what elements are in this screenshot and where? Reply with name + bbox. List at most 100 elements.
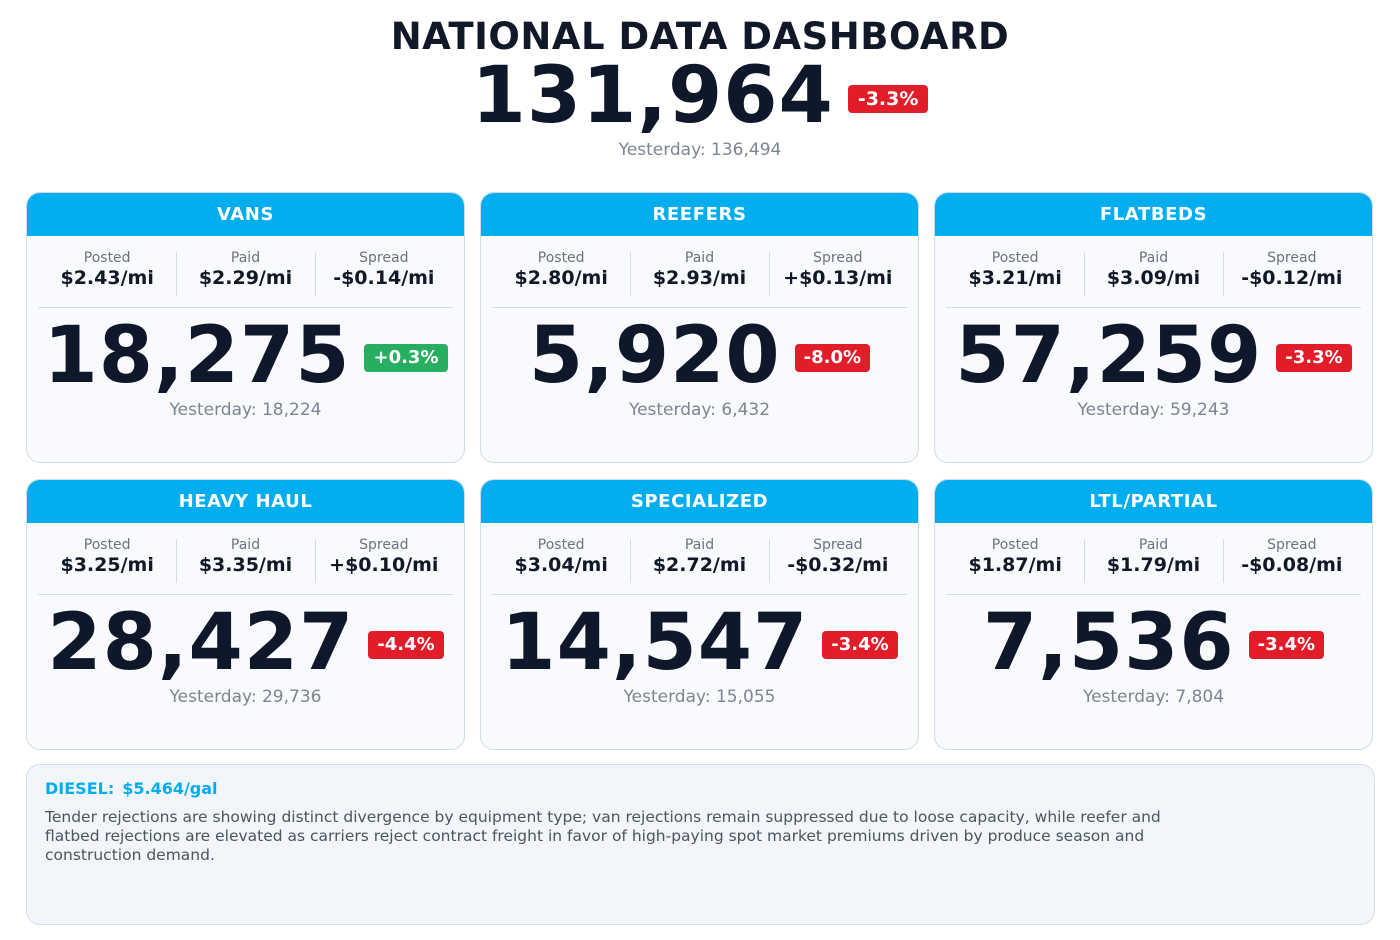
- change-badge: -4.4%: [368, 631, 444, 659]
- posted-label: Posted: [83, 537, 131, 553]
- paid-rate: Paid $2.29/mi: [176, 250, 314, 307]
- paid-value: $1.79/mi: [1106, 554, 1201, 576]
- yesterday-value: Yesterday: 29,736: [169, 687, 322, 707]
- equipment-card-vans: VANS Posted $2.43/mi Paid $2.29/mi Sprea…: [26, 192, 465, 463]
- posted-rate: Posted $2.80/mi: [492, 250, 630, 307]
- change-badge: -3.4%: [822, 631, 898, 659]
- posted-label: Posted: [537, 537, 585, 553]
- load-count-value: 28,427: [47, 598, 355, 688]
- card-title: VANS: [27, 193, 464, 236]
- posted-value: $2.43/mi: [60, 267, 154, 289]
- posted-rate: Posted $3.04/mi: [492, 537, 630, 594]
- card-title: FLATBEDS: [935, 193, 1372, 236]
- yesterday-value: Yesterday: 6,432: [628, 400, 771, 420]
- spread-value: -$0.12/mi: [1241, 267, 1343, 289]
- paid-value: $2.29/mi: [198, 267, 293, 289]
- posted-rate: Posted $2.43/mi: [38, 250, 176, 307]
- spread-label: Spread: [813, 250, 863, 266]
- paid-value: $3.09/mi: [1106, 267, 1201, 289]
- spread-value: +$0.10/mi: [329, 554, 439, 576]
- change-badge: +0.3%: [364, 344, 448, 372]
- equipment-card-reefers: REEFERS Posted $2.80/mi Paid $2.93/mi Sp…: [480, 192, 919, 463]
- spread-value: -$0.14/mi: [333, 267, 435, 289]
- rate-row: Posted $1.87/mi Paid $1.79/mi Spread -$0…: [946, 537, 1361, 595]
- spread-value: -$0.32/mi: [787, 554, 889, 576]
- rate-row: Posted $3.25/mi Paid $3.35/mi Spread +$0…: [38, 537, 453, 595]
- posted-value: $3.21/mi: [968, 267, 1062, 289]
- paid-label: Paid: [684, 250, 715, 266]
- spread-value: -$0.08/mi: [1241, 554, 1343, 576]
- paid-rate: Paid $2.93/mi: [630, 250, 768, 307]
- paid-label: Paid: [1138, 537, 1169, 553]
- paid-value: $2.93/mi: [652, 267, 747, 289]
- posted-value: $3.04/mi: [514, 554, 608, 576]
- total-change-badge: -3.3%: [847, 85, 929, 113]
- diesel-value: $5.464/gal: [122, 779, 218, 798]
- paid-label: Paid: [230, 537, 261, 553]
- paid-value: $3.35/mi: [198, 554, 293, 576]
- posted-value: $1.87/mi: [968, 554, 1062, 576]
- equipment-card-flatbeds: FLATBEDS Posted $3.21/mi Paid $3.09/mi S…: [934, 192, 1373, 463]
- change-badge: -3.4%: [1248, 631, 1325, 659]
- load-count-value: 7,536: [982, 598, 1235, 688]
- load-count-value: 57,259: [955, 311, 1263, 401]
- load-count-row: 5,920 -8.0%: [481, 308, 918, 404]
- paid-label: Paid: [1138, 250, 1169, 266]
- spread-rate: Spread -$0.12/mi: [1222, 250, 1361, 307]
- paid-value: $2.72/mi: [652, 554, 747, 576]
- card-title: REEFERS: [481, 193, 918, 236]
- page-title: NATIONAL DATA DASHBOARD: [390, 15, 1010, 58]
- rate-row: Posted $2.43/mi Paid $2.29/mi Spread -$0…: [38, 250, 453, 308]
- spread-value: +$0.13/mi: [783, 267, 893, 289]
- change-badge: -3.3%: [1276, 344, 1352, 372]
- load-count-row: 7,536 -3.4%: [935, 595, 1372, 691]
- posted-label: Posted: [537, 250, 585, 266]
- yesterday-value: Yesterday: 15,055: [623, 687, 776, 707]
- card-title: SPECIALIZED: [481, 480, 918, 523]
- card-title: LTL/PARTIAL: [935, 480, 1372, 523]
- market-notes-panel: DIESEL: $5.464/gal Tender rejections are …: [26, 764, 1375, 925]
- paid-label: Paid: [230, 250, 261, 266]
- diesel-label: DIESEL:: [45, 779, 115, 798]
- card-title: HEAVY HAUL: [27, 480, 464, 523]
- dashboard-header: NATIONAL DATA DASHBOARD 131,964 -3.3% Ye…: [0, 14, 1400, 160]
- posted-rate: Posted $1.87/mi: [946, 537, 1084, 594]
- posted-rate: Posted $3.21/mi: [946, 250, 1084, 307]
- yesterday-value: Yesterday: 18,224: [169, 400, 322, 420]
- spread-rate: Spread +$0.13/mi: [768, 250, 907, 307]
- rate-row: Posted $3.21/mi Paid $3.09/mi Spread -$0…: [946, 250, 1361, 308]
- load-count-value: 5,920: [528, 311, 781, 401]
- posted-value: $3.25/mi: [60, 554, 154, 576]
- change-badge: -8.0%: [794, 344, 871, 372]
- market-commentary: Tender rejections are showing distinct d…: [45, 808, 1161, 864]
- load-count-row: 18,275 +0.3%: [27, 308, 464, 404]
- load-count-row: 14,547 -3.4%: [481, 595, 918, 691]
- equipment-card-heavy-haul: HEAVY HAUL Posted $3.25/mi Paid $3.35/mi…: [26, 479, 465, 750]
- load-count-row: 28,427 -4.4%: [27, 595, 464, 691]
- equipment-cards-grid: VANS Posted $2.43/mi Paid $2.29/mi Sprea…: [26, 192, 1374, 750]
- load-count-value: 18,275: [43, 311, 351, 401]
- posted-label: Posted: [991, 537, 1039, 553]
- spread-label: Spread: [359, 537, 409, 553]
- total-loads-row: 131,964 -3.3%: [0, 56, 1400, 136]
- posted-label: Posted: [83, 250, 131, 266]
- posted-rate: Posted $3.25/mi: [38, 537, 176, 594]
- load-count-value: 14,547: [501, 598, 809, 688]
- spread-label: Spread: [813, 537, 863, 553]
- paid-label: Paid: [684, 537, 715, 553]
- spread-label: Spread: [359, 250, 409, 266]
- posted-value: $2.80/mi: [514, 267, 608, 289]
- yesterday-value: Yesterday: 59,243: [1077, 400, 1230, 420]
- spread-label: Spread: [1267, 537, 1317, 553]
- spread-rate: Spread -$0.14/mi: [314, 250, 453, 307]
- total-loads-value: 131,964: [471, 51, 834, 141]
- diesel-price: DIESEL: $5.464/gal: [45, 779, 1356, 799]
- spread-rate: Spread +$0.10/mi: [314, 537, 453, 594]
- paid-rate: Paid $1.79/mi: [1084, 537, 1222, 594]
- rate-row: Posted $3.04/mi Paid $2.72/mi Spread -$0…: [492, 537, 907, 595]
- paid-rate: Paid $3.35/mi: [176, 537, 314, 594]
- spread-label: Spread: [1267, 250, 1317, 266]
- spread-rate: Spread -$0.32/mi: [768, 537, 907, 594]
- rate-row: Posted $2.80/mi Paid $2.93/mi Spread +$0…: [492, 250, 907, 308]
- equipment-card-specialized: SPECIALIZED Posted $3.04/mi Paid $2.72/m…: [480, 479, 919, 750]
